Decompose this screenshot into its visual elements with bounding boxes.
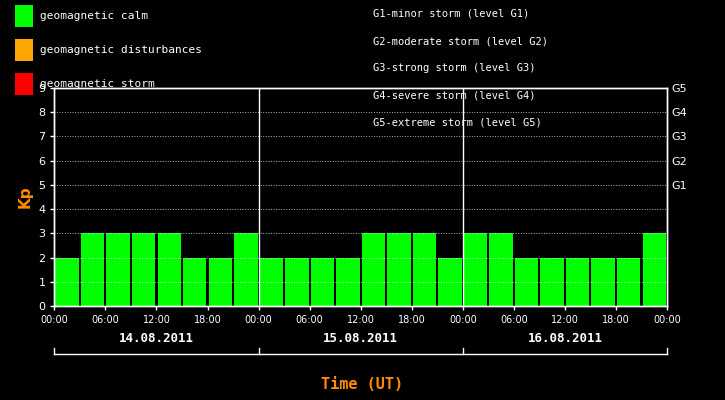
Bar: [489, 233, 513, 306]
Bar: [592, 258, 615, 306]
Bar: [311, 258, 334, 306]
Text: geomagnetic disturbances: geomagnetic disturbances: [40, 45, 202, 55]
Bar: [107, 233, 130, 306]
Text: G4-severe storm (level G4): G4-severe storm (level G4): [373, 91, 536, 101]
Bar: [540, 258, 564, 306]
Bar: [157, 233, 181, 306]
Bar: [566, 258, 589, 306]
Text: G3-strong storm (level G3): G3-strong storm (level G3): [373, 64, 536, 74]
Text: geomagnetic calm: geomagnetic calm: [40, 11, 148, 21]
Bar: [439, 258, 462, 306]
Text: 15.08.2011: 15.08.2011: [323, 332, 398, 344]
Bar: [285, 258, 309, 306]
Bar: [617, 258, 640, 306]
Bar: [55, 258, 79, 306]
Text: G2-moderate storm (level G2): G2-moderate storm (level G2): [373, 36, 548, 46]
Bar: [81, 233, 104, 306]
Bar: [336, 258, 360, 306]
Bar: [642, 233, 666, 306]
Bar: [260, 258, 283, 306]
Text: 14.08.2011: 14.08.2011: [119, 332, 194, 344]
Bar: [183, 258, 207, 306]
Text: G5-extreme storm (level G5): G5-extreme storm (level G5): [373, 118, 542, 128]
Bar: [234, 233, 257, 306]
Bar: [387, 233, 410, 306]
Text: Time (UT): Time (UT): [321, 377, 404, 392]
Bar: [209, 258, 232, 306]
Bar: [515, 258, 538, 306]
Bar: [132, 233, 155, 306]
Bar: [413, 233, 436, 306]
Text: 16.08.2011: 16.08.2011: [527, 332, 602, 344]
Bar: [362, 233, 385, 306]
Bar: [464, 233, 487, 306]
Y-axis label: Kp: Kp: [17, 186, 33, 208]
Text: geomagnetic storm: geomagnetic storm: [40, 79, 154, 89]
Text: G1-minor storm (level G1): G1-minor storm (level G1): [373, 9, 530, 19]
